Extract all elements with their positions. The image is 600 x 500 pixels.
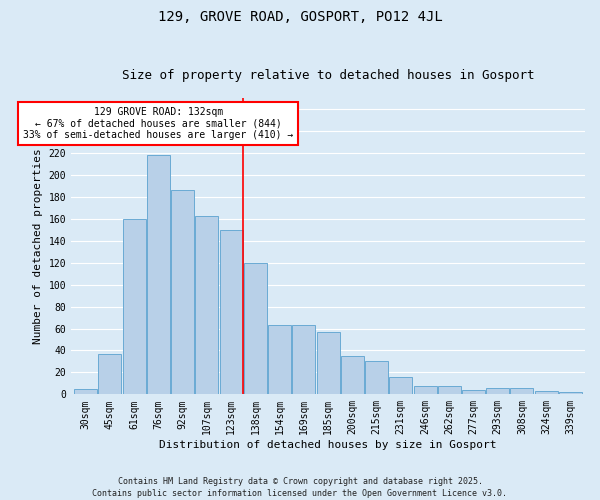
Text: 129, GROVE ROAD, GOSPORT, PO12 4JL: 129, GROVE ROAD, GOSPORT, PO12 4JL xyxy=(158,10,442,24)
Bar xyxy=(196,216,218,394)
X-axis label: Distribution of detached houses by size in Gosport: Distribution of detached houses by size … xyxy=(160,440,497,450)
Title: Size of property relative to detached houses in Gosport: Size of property relative to detached ho… xyxy=(122,69,535,82)
Bar xyxy=(341,356,364,395)
Bar xyxy=(365,362,388,394)
Bar xyxy=(317,332,340,394)
Text: 129 GROVE ROAD: 132sqm
← 67% of detached houses are smaller (844)
33% of semi-de: 129 GROVE ROAD: 132sqm ← 67% of detached… xyxy=(23,107,293,140)
Bar xyxy=(244,263,267,394)
Bar xyxy=(462,390,485,394)
Bar xyxy=(98,354,121,395)
Bar xyxy=(438,386,461,394)
Bar xyxy=(535,391,558,394)
Bar xyxy=(292,326,316,394)
Bar xyxy=(171,190,194,394)
Bar xyxy=(74,389,97,394)
Bar xyxy=(413,386,437,394)
Bar xyxy=(559,392,582,394)
Bar xyxy=(220,230,242,394)
Bar xyxy=(486,388,509,394)
Text: Contains HM Land Registry data © Crown copyright and database right 2025.
Contai: Contains HM Land Registry data © Crown c… xyxy=(92,476,508,498)
Bar xyxy=(147,156,170,394)
Bar xyxy=(268,326,291,394)
Bar xyxy=(122,219,146,394)
Bar xyxy=(511,388,533,394)
Y-axis label: Number of detached properties: Number of detached properties xyxy=(33,148,43,344)
Bar xyxy=(389,377,412,394)
